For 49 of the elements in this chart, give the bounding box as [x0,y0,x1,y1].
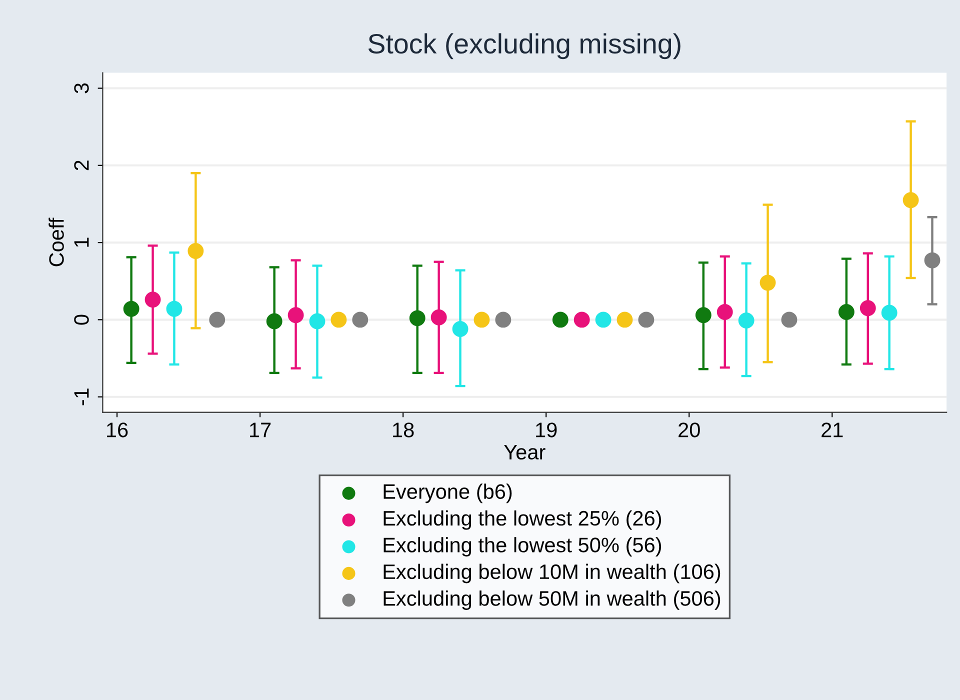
point [760,274,776,291]
point [838,304,854,320]
legend-label: Excluding below 50M in wealth (506) [384,590,720,610]
point [430,309,447,326]
point [781,312,798,328]
point [288,307,304,324]
y-tick-label: 1 [74,238,89,247]
y-tick-label: 2 [74,160,89,170]
point [552,312,568,328]
point [352,312,368,328]
point [266,313,282,330]
y-axis-title: Coeff [48,218,64,266]
x-tick-label: 18 [393,422,414,438]
legend-label: Excluding below 10M in wealth (106) [384,564,720,584]
point [924,252,940,268]
point [495,312,512,328]
y-tick-label: 0 [74,314,89,325]
y-tick-label: -1 [74,388,89,406]
point [166,300,182,317]
point [123,300,140,317]
point [474,312,490,328]
point [209,312,226,328]
point [309,313,326,330]
x-tick-label: 20 [678,422,700,438]
point [902,192,919,208]
x-tick-label: 21 [822,422,843,438]
point [695,307,712,324]
chart-title: Stock (excluding missing) [368,33,680,60]
point [452,320,468,337]
point [738,312,754,328]
x-axis-title: Year [504,444,546,460]
legend-label: Excluding the lowest 50% (56) [384,537,662,557]
point [409,310,426,326]
point [188,243,204,260]
point [881,304,898,321]
point [595,312,612,328]
point [574,312,590,328]
x-tick-label: 16 [107,422,128,438]
point [638,312,654,328]
point [716,304,733,320]
point [616,312,633,328]
legend-label: Everyone (b6) [384,484,512,504]
x-tick-label: 19 [536,422,557,438]
point [330,312,347,328]
legend-label: Excluding the lowest 25% (26) [384,510,662,530]
point [144,292,161,308]
y-tick-label: 3 [74,83,89,94]
point [860,300,876,316]
x-tick-label: 17 [250,422,271,438]
